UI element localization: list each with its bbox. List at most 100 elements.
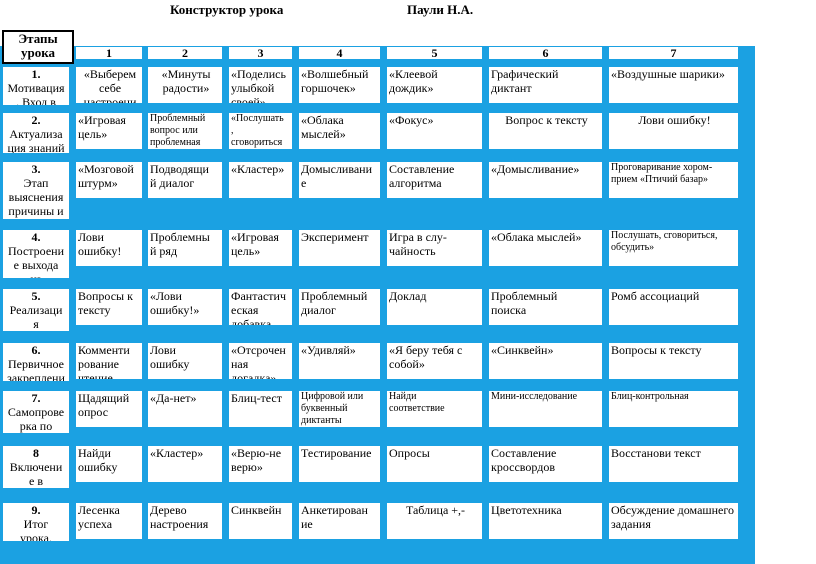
technique-cell-r5-c2: «Лови ошибку!» xyxy=(148,289,222,325)
stage-label-1: 1. Мотивация . Вход в xyxy=(3,67,69,105)
technique-cell-r2-c5: «Фокус» xyxy=(387,113,482,149)
stage-label-6: 6. Первичное закреплени xyxy=(3,343,69,381)
stage-label-2: 2. Актуализа ция знаний xyxy=(3,113,69,153)
technique-cell-r1-c5: «Клеевой дождик» xyxy=(387,67,482,103)
technique-cell-r3-c2: Подводящи й диалог xyxy=(148,162,222,198)
technique-cell-r8-c6: Составление кроссвордов xyxy=(489,446,602,482)
technique-cell-r8-c1: Найди ошибку xyxy=(76,446,142,482)
technique-cell-r8-c7: Восстанови текст xyxy=(609,446,738,482)
technique-cell-r1-c2: «Минуты радости» xyxy=(148,67,222,103)
stage-number: 9. xyxy=(31,503,41,517)
technique-cell-r2-c2: Проблемный вопрос или проблемная задача xyxy=(148,113,222,149)
technique-cell-r4-c4: Эксперимент xyxy=(299,230,380,266)
technique-cell-r6-c3: «Отсрочен ная догадка» xyxy=(229,343,292,379)
technique-cell-r2-c1: «Игровая цель» xyxy=(76,113,142,149)
stage-label-3: 3.Этап выяснения причины и места xyxy=(3,162,69,219)
technique-cell-r9-c4: Анкетирован ие xyxy=(299,503,380,539)
stage-number: 3. xyxy=(31,162,41,176)
technique-cell-r6-c4: «Удивляй» xyxy=(299,343,380,379)
technique-cell-r8-c4: Тестирование xyxy=(299,446,380,482)
technique-cell-r9-c6: Цветотехника xyxy=(489,503,602,539)
technique-cell-r5-c6: Проблемный поиска xyxy=(489,289,602,325)
technique-cell-r3-c7: Проговаривание хором- прием «Птичий база… xyxy=(609,162,738,198)
technique-cell-r6-c6: «Синквейн» xyxy=(489,343,602,379)
stage-number: 5. xyxy=(31,289,41,303)
stages-header-label: Этапы урока xyxy=(18,31,58,60)
technique-cell-r9-c2: Дерево настроения xyxy=(148,503,222,539)
technique-cell-r8-c3: «Верю-не верю» xyxy=(229,446,292,482)
technique-cell-r4-c3: «Игровая цель» xyxy=(229,230,292,266)
technique-cell-r1-c7: «Воздушные шарики» xyxy=(609,67,738,103)
technique-cell-r2-c3: «Послушать , сговориться , обсудить» xyxy=(229,113,292,149)
column-header-2: 2 xyxy=(148,47,222,59)
technique-cell-r9-c3: Синквейн xyxy=(229,503,292,539)
technique-cell-r1-c1: «Выберем себе настроени xyxy=(76,67,142,103)
stage-label-7: 7.Самопрове рка по эталону xyxy=(3,391,69,433)
technique-cell-r7-c2: «Да-нет» xyxy=(148,391,222,427)
stage-name: Этап выяснения причины и места xyxy=(8,176,64,219)
stage-name: Мотивация . Вход в xyxy=(7,81,65,105)
stage-name: Включени е в систему xyxy=(9,460,63,488)
technique-cell-r9-c7: Обсуждение домашнего задания xyxy=(609,503,738,539)
stage-name: Первичное закреплени xyxy=(7,357,65,381)
technique-cell-r2-c4: «Облака мыслей» xyxy=(299,113,380,149)
stage-number: 6. xyxy=(31,343,41,357)
technique-cell-r5-c7: Ромб ассоциаций xyxy=(609,289,738,325)
technique-cell-r7-c3: Блиц-тест xyxy=(229,391,292,427)
technique-cell-r7-c5: Найди соответствие xyxy=(387,391,482,427)
technique-cell-r3-c3: «Кластер» xyxy=(229,162,292,198)
stage-label-9: 9.Итог урока. Рефлексия xyxy=(3,503,69,541)
stage-name: Самопрове рка по эталону xyxy=(7,405,65,433)
technique-cell-r9-c5: Таблица +,- xyxy=(387,503,482,539)
technique-cell-r6-c2: Лови ошибку xyxy=(148,343,222,379)
technique-cell-r3-c4: Домысливани е xyxy=(299,162,380,198)
technique-cell-r8-c5: Опросы xyxy=(387,446,482,482)
technique-cell-r4-c7: Послушать, сговориться, обсудить» xyxy=(609,230,738,266)
stage-label-4: 4.Построени е выхода из xyxy=(3,230,69,278)
technique-cell-r3-c6: «Домысливание» xyxy=(489,162,602,198)
column-header-3: 3 xyxy=(229,47,292,59)
technique-cell-r8-c2: «Кластер» xyxy=(148,446,222,482)
technique-cell-r7-c4: Цифровой или буквенный диктанты xyxy=(299,391,380,427)
stage-name: Построени е выхода из xyxy=(8,244,64,278)
column-header-7: 7 xyxy=(609,47,738,59)
stage-number: 1. xyxy=(31,67,41,81)
stage-number: 8 xyxy=(33,446,39,460)
technique-cell-r7-c1: Щадящий опрос xyxy=(76,391,142,427)
technique-cell-r3-c1: «Мозговой штурм» xyxy=(76,162,142,198)
technique-cell-r5-c3: Фантастич еская добавка xyxy=(229,289,292,325)
column-header-4: 4 xyxy=(299,47,380,59)
technique-cell-r2-c6: Вопрос к тексту xyxy=(489,113,602,149)
technique-cell-r2-c7: Лови ошибку! xyxy=(609,113,738,149)
technique-cell-r9-c1: Лесенка успеха xyxy=(76,503,142,539)
author-name: Паули Н.А. xyxy=(407,2,474,17)
column-header-6: 6 xyxy=(489,47,602,59)
page-title: Конструктор урока xyxy=(170,2,284,17)
technique-cell-r6-c5: «Я беру тебя с собой» xyxy=(387,343,482,379)
stage-name: Реализаци я построени xyxy=(9,303,63,331)
technique-cell-r4-c5: Игра в слу- чайность xyxy=(387,230,482,266)
technique-cell-r7-c7: Блиц-контрольная xyxy=(609,391,738,427)
technique-cell-r4-c6: «Облака мыслей» xyxy=(489,230,602,266)
stage-name: Итог урока. Рефлексия xyxy=(20,517,52,541)
stages-header: Этапы урока xyxy=(2,30,74,64)
technique-cell-r5-c5: Доклад xyxy=(387,289,482,325)
technique-cell-r4-c2: Проблемны й ряд xyxy=(148,230,222,266)
technique-cell-r6-c1: Комменти рование чтение xyxy=(76,343,142,379)
column-header-1: 1 xyxy=(76,47,142,59)
stage-number: 4. xyxy=(31,230,41,244)
stage-name: Актуализа ция знаний xyxy=(7,127,65,153)
technique-cell-r5-c4: Проблемный диалог xyxy=(299,289,380,325)
technique-cell-r1-c3: «Поделись улыбкой своей» xyxy=(229,67,292,103)
technique-cell-r7-c6: Мини-исследование xyxy=(489,391,602,427)
technique-cell-r1-c6: Графический диктант xyxy=(489,67,602,103)
stage-label-5: 5.Реализаци я построени xyxy=(3,289,69,331)
stage-number: 2. xyxy=(31,113,41,127)
technique-cell-r3-c5: Составление алгоритма xyxy=(387,162,482,198)
technique-cell-r4-c1: Лови ошибку! xyxy=(76,230,142,266)
technique-cell-r5-c1: Вопросы к тексту xyxy=(76,289,142,325)
technique-cell-r6-c7: Вопросы к тексту xyxy=(609,343,738,379)
column-header-5: 5 xyxy=(387,47,482,59)
stage-number: 7. xyxy=(31,391,41,405)
